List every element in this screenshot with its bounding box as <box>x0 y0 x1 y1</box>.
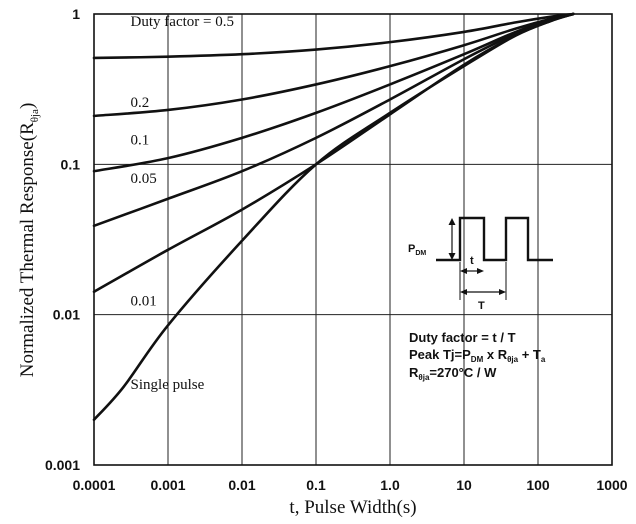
pdm-label: PDM <box>408 243 426 257</box>
pulse-waveform <box>436 216 553 262</box>
t-arrow-head-left <box>460 268 467 274</box>
pdm-arrow-head-up <box>448 218 456 225</box>
x-tick-label: 0.001 <box>150 477 185 493</box>
tick-labels: 0.0001 0.001 0.01 0.1 1.0 10 100 1000 1 0.1 0.01 0.… <box>45 6 628 493</box>
x-axis-title: t, Pulse Width(s) <box>289 497 416 518</box>
x-tick-label: 0.01 <box>228 477 255 493</box>
curve-0-2 <box>92 12 575 118</box>
x-tick-label: 100 <box>526 477 550 493</box>
y-axis-title-prefix: Normalized Thermal Response(R <box>17 122 38 377</box>
curve-0-05 <box>92 12 575 228</box>
plot-frame <box>93 13 613 466</box>
x-tick-label: 10 <box>456 477 472 493</box>
y-axis-title-suffix: ) <box>17 103 38 109</box>
curve-label: 0.2 <box>131 95 150 111</box>
x-tick-label: 0.1 <box>306 477 326 493</box>
T-label: T <box>478 300 485 312</box>
curve-label: Duty factor = 0.5 <box>131 14 234 30</box>
rth-formula: Rθja=270°C / W <box>409 365 497 382</box>
pulse-waveform-diagram: PDM t T <box>408 216 553 312</box>
peak-tj-formula: Peak Tj=PDM x Rθja + Ta <box>409 347 546 364</box>
curve-label: Single pulse <box>131 377 205 393</box>
y-axis-title-sub: θja <box>29 109 41 122</box>
grid-lines <box>94 14 612 465</box>
x-tick-label: 0.0001 <box>73 477 116 493</box>
curve-labels: Duty factor = 0.5 0.2 0.1 0.05 0.01 Single pu… <box>131 14 234 393</box>
y-tick-label: 1 <box>72 6 80 22</box>
t-arrow-head-right <box>477 268 484 274</box>
x-tick-label: 1.0 <box>380 477 400 493</box>
formula-block: Duty factor = t / T Peak Tj=PDM x Rθja +… <box>409 330 546 382</box>
y-axis-title: Normalized Thermal Response(Rθja) <box>17 103 41 378</box>
curve-single-pulse <box>92 12 575 422</box>
T-arrow-head-right <box>499 289 506 295</box>
curve-label: 0.1 <box>131 133 150 149</box>
curve-label: 0.01 <box>131 294 157 310</box>
curves <box>92 12 575 422</box>
y-tick-label: 0.01 <box>53 307 80 323</box>
y-tick-label: 0.001 <box>45 457 80 473</box>
curve-label: 0.05 <box>131 171 157 187</box>
curve-duty-factor-0-5 <box>92 12 575 60</box>
duty-factor-formula: Duty factor = t / T <box>409 330 516 345</box>
T-arrow-head-left <box>460 289 467 295</box>
pdm-arrow-head-down <box>448 253 456 260</box>
x-tick-label: 1000 <box>596 477 627 493</box>
y-tick-label: 0.1 <box>61 156 81 172</box>
curve-0-1 <box>92 12 575 173</box>
t-label: t <box>470 255 474 267</box>
